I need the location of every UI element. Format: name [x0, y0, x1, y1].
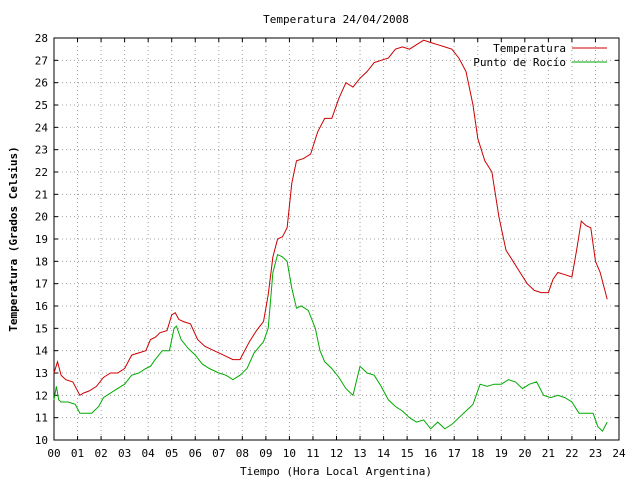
x-tick-label: 24	[612, 447, 626, 460]
x-tick-label: 12	[330, 447, 343, 460]
x-tick-label: 19	[495, 447, 508, 460]
tick-marks	[53, 37, 620, 441]
x-tick-label: 06	[189, 447, 202, 460]
x-axis-tick-labels: 00 01 02 03 04 05 06 07 08 09 10 11 12 13 14 15 16 17 18 19…	[47, 447, 626, 460]
x-tick-label: 08	[236, 447, 249, 460]
x-tick-label: 18	[471, 447, 484, 460]
legend-label: Temperatura	[493, 42, 566, 55]
x-tick-label: 01	[71, 447, 84, 460]
y-tick-label: 14	[35, 345, 49, 358]
y-tick-label: 10	[35, 434, 48, 447]
y-tick-label: 13	[35, 367, 48, 380]
x-tick-label: 04	[142, 447, 156, 460]
x-tick-label: 15	[401, 447, 414, 460]
y-tick-label: 17	[35, 278, 48, 291]
x-tick-label: 23	[589, 447, 602, 460]
y-tick-label: 22	[35, 166, 48, 179]
grid	[54, 38, 619, 440]
y-tick-label: 21	[35, 188, 48, 201]
x-tick-label: 11	[306, 447, 319, 460]
x-tick-label: 09	[259, 447, 272, 460]
y-axis-label: Temperatura (Grados Celsius)	[7, 146, 20, 331]
y-axis-tick-labels: 10 11 12 13 14 15 16 17 18 19 20 21 22 23 24 25 26 27 28	[35, 32, 49, 447]
x-tick-label: 14	[377, 447, 391, 460]
x-tick-label: 22	[565, 447, 578, 460]
y-tick-label: 26	[35, 77, 48, 90]
y-tick-label: 12	[35, 389, 48, 402]
x-tick-label: 16	[424, 447, 437, 460]
series-line-temperatura	[53, 39, 608, 397]
y-tick-label: 18	[35, 255, 48, 268]
y-tick-label: 27	[35, 54, 48, 67]
y-tick-label: 25	[35, 99, 48, 112]
y-tick-label: 23	[35, 144, 48, 157]
y-tick-label: 19	[35, 233, 48, 246]
x-tick-label: 05	[165, 447, 178, 460]
x-axis-label: Tiempo (Hora Local Argentina)	[240, 465, 432, 478]
series-line-punto-de-roc-o	[53, 253, 608, 432]
x-tick-label: 02	[94, 447, 107, 460]
series-layer	[53, 39, 608, 432]
x-tick-label: 17	[448, 447, 461, 460]
y-tick-label: 24	[35, 121, 49, 134]
x-tick-label: 00	[47, 447, 60, 460]
y-tick-label: 16	[35, 300, 48, 313]
y-tick-label: 20	[35, 211, 48, 224]
legend-label: Punto de Rocío	[473, 56, 566, 69]
x-tick-label: 13	[353, 447, 366, 460]
x-tick-label: 03	[118, 447, 131, 460]
y-tick-label: 15	[35, 322, 48, 335]
y-tick-label: 11	[35, 412, 48, 425]
x-tick-label: 10	[283, 447, 296, 460]
x-tick-label: 21	[542, 447, 555, 460]
x-tick-label: 07	[212, 447, 225, 460]
x-tick-label: 20	[518, 447, 531, 460]
chart-title: Temperatura 24/04/2008	[263, 13, 409, 26]
y-tick-label: 28	[35, 32, 48, 45]
